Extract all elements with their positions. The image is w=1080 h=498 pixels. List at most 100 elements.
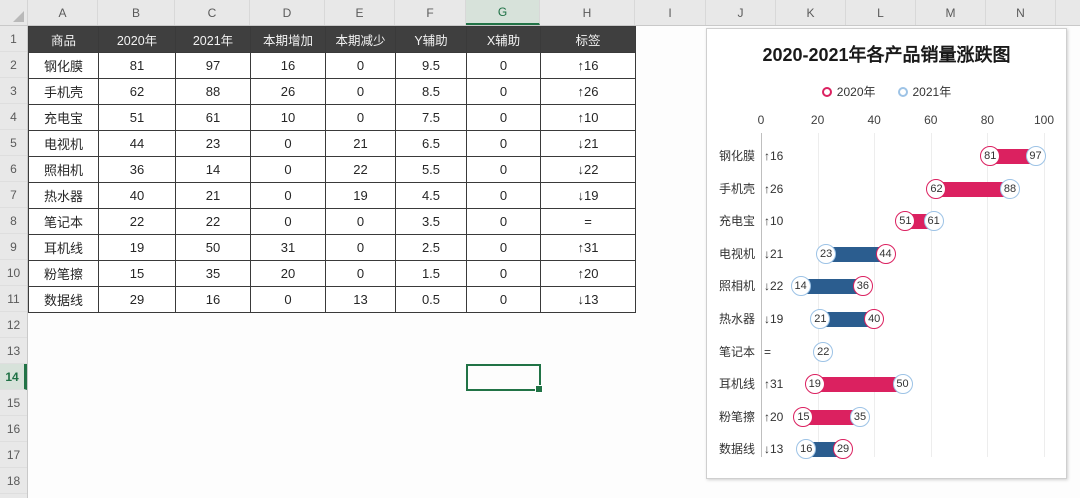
- table-cell[interactable]: 40: [99, 183, 176, 209]
- table-cell[interactable]: 0: [467, 53, 541, 79]
- row-header-7[interactable]: 7: [0, 182, 27, 208]
- table-cell[interactable]: 31: [251, 235, 326, 261]
- table-cell[interactable]: 0: [467, 209, 541, 235]
- table-cell[interactable]: 7.5: [396, 105, 467, 131]
- table-cell[interactable]: 0: [326, 235, 396, 261]
- column-header-F[interactable]: F: [395, 0, 466, 25]
- table-cell[interactable]: 0: [467, 131, 541, 157]
- table-cell[interactable]: 44: [99, 131, 176, 157]
- row-header-1[interactable]: 1: [0, 26, 27, 52]
- table-header-cell[interactable]: 本期减少: [326, 27, 396, 53]
- table-cell[interactable]: ↓21: [541, 131, 636, 157]
- table-cell[interactable]: ↑26: [541, 79, 636, 105]
- table-cell[interactable]: 2.5: [396, 235, 467, 261]
- row-header-11[interactable]: 11: [0, 286, 27, 312]
- table-header-cell[interactable]: 标签: [541, 27, 636, 53]
- table-cell[interactable]: 8.5: [396, 79, 467, 105]
- table-cell[interactable]: 0: [467, 79, 541, 105]
- row-header-17[interactable]: 17: [0, 442, 27, 468]
- table-cell[interactable]: 5.5: [396, 157, 467, 183]
- table-cell[interactable]: 14: [176, 157, 251, 183]
- table-header-cell[interactable]: 本期增加: [251, 27, 326, 53]
- table-cell[interactable]: 19: [99, 235, 176, 261]
- table-cell[interactable]: ↓13: [541, 287, 636, 313]
- table-cell[interactable]: 29: [99, 287, 176, 313]
- table-header-cell[interactable]: 商品: [29, 27, 99, 53]
- column-header-I[interactable]: I: [635, 0, 706, 25]
- table-cell[interactable]: 粉笔擦: [29, 261, 99, 287]
- row-header-10[interactable]: 10: [0, 260, 27, 286]
- table-cell[interactable]: 0: [467, 157, 541, 183]
- table-cell[interactable]: 数据线: [29, 287, 99, 313]
- column-header-M[interactable]: M: [916, 0, 986, 25]
- table-cell[interactable]: 0: [251, 209, 326, 235]
- table-cell[interactable]: 1.5: [396, 261, 467, 287]
- table-cell[interactable]: 手机壳: [29, 79, 99, 105]
- table-cell[interactable]: ↑20: [541, 261, 636, 287]
- row-header-6[interactable]: 6: [0, 156, 27, 182]
- row-header-18[interactable]: 18: [0, 468, 27, 494]
- column-header-N[interactable]: N: [986, 0, 1056, 25]
- column-header-D[interactable]: D: [250, 0, 325, 25]
- table-cell[interactable]: 16: [176, 287, 251, 313]
- table-cell[interactable]: 23: [176, 131, 251, 157]
- table-cell[interactable]: 35: [176, 261, 251, 287]
- column-header-E[interactable]: E: [325, 0, 395, 25]
- table-header-cell[interactable]: X辅助: [467, 27, 541, 53]
- table-cell[interactable]: ↓19: [541, 183, 636, 209]
- table-cell[interactable]: 21: [176, 183, 251, 209]
- column-header-L[interactable]: L: [846, 0, 916, 25]
- column-header-G[interactable]: G: [466, 0, 540, 25]
- table-cell[interactable]: ↑31: [541, 235, 636, 261]
- table-cell[interactable]: 9.5: [396, 53, 467, 79]
- column-header-B[interactable]: B: [98, 0, 175, 25]
- table-cell[interactable]: 22: [326, 157, 396, 183]
- table-cell[interactable]: 0: [326, 53, 396, 79]
- select-all-button[interactable]: [0, 0, 28, 25]
- table-cell[interactable]: 26: [251, 79, 326, 105]
- table-cell[interactable]: 4.5: [396, 183, 467, 209]
- table-cell[interactable]: 0: [326, 261, 396, 287]
- table-cell[interactable]: 88: [176, 79, 251, 105]
- row-header-8[interactable]: 8: [0, 208, 27, 234]
- table-cell[interactable]: 22: [176, 209, 251, 235]
- table-cell[interactable]: 20: [251, 261, 326, 287]
- column-header-C[interactable]: C: [175, 0, 250, 25]
- table-cell[interactable]: 22: [99, 209, 176, 235]
- row-header-4[interactable]: 4: [0, 104, 27, 130]
- column-header-A[interactable]: A: [28, 0, 98, 25]
- table-cell[interactable]: ↓22: [541, 157, 636, 183]
- table-cell[interactable]: 3.5: [396, 209, 467, 235]
- row-header-12[interactable]: 12: [0, 312, 27, 338]
- table-cell[interactable]: 36: [99, 157, 176, 183]
- table-cell[interactable]: 0: [467, 105, 541, 131]
- row-header-5[interactable]: 5: [0, 130, 27, 156]
- table-cell[interactable]: 6.5: [396, 131, 467, 157]
- table-header-cell[interactable]: 2021年: [176, 27, 251, 53]
- table-cell[interactable]: =: [541, 209, 636, 235]
- table-cell[interactable]: 13: [326, 287, 396, 313]
- table-cell[interactable]: 0: [251, 157, 326, 183]
- table-cell[interactable]: 0: [467, 235, 541, 261]
- table-cell[interactable]: ↑16: [541, 53, 636, 79]
- column-header-K[interactable]: K: [776, 0, 846, 25]
- row-header-14[interactable]: 14: [0, 364, 27, 390]
- table-cell[interactable]: 15: [99, 261, 176, 287]
- table-cell[interactable]: ↑10: [541, 105, 636, 131]
- table-cell[interactable]: 21: [326, 131, 396, 157]
- table-cell[interactable]: 钢化膜: [29, 53, 99, 79]
- table-cell[interactable]: 0: [467, 287, 541, 313]
- table-cell[interactable]: 照相机: [29, 157, 99, 183]
- table-cell[interactable]: 19: [326, 183, 396, 209]
- table-cell[interactable]: 51: [99, 105, 176, 131]
- table-cell[interactable]: 0: [326, 209, 396, 235]
- row-header-2[interactable]: 2: [0, 52, 27, 78]
- table-cell[interactable]: 97: [176, 53, 251, 79]
- row-header-16[interactable]: 16: [0, 416, 27, 442]
- table-header-cell[interactable]: 2020年: [99, 27, 176, 53]
- row-header-3[interactable]: 3: [0, 78, 27, 104]
- table-cell[interactable]: 充电宝: [29, 105, 99, 131]
- table-cell[interactable]: 16: [251, 53, 326, 79]
- table-cell[interactable]: 0: [251, 287, 326, 313]
- table-cell[interactable]: 电视机: [29, 131, 99, 157]
